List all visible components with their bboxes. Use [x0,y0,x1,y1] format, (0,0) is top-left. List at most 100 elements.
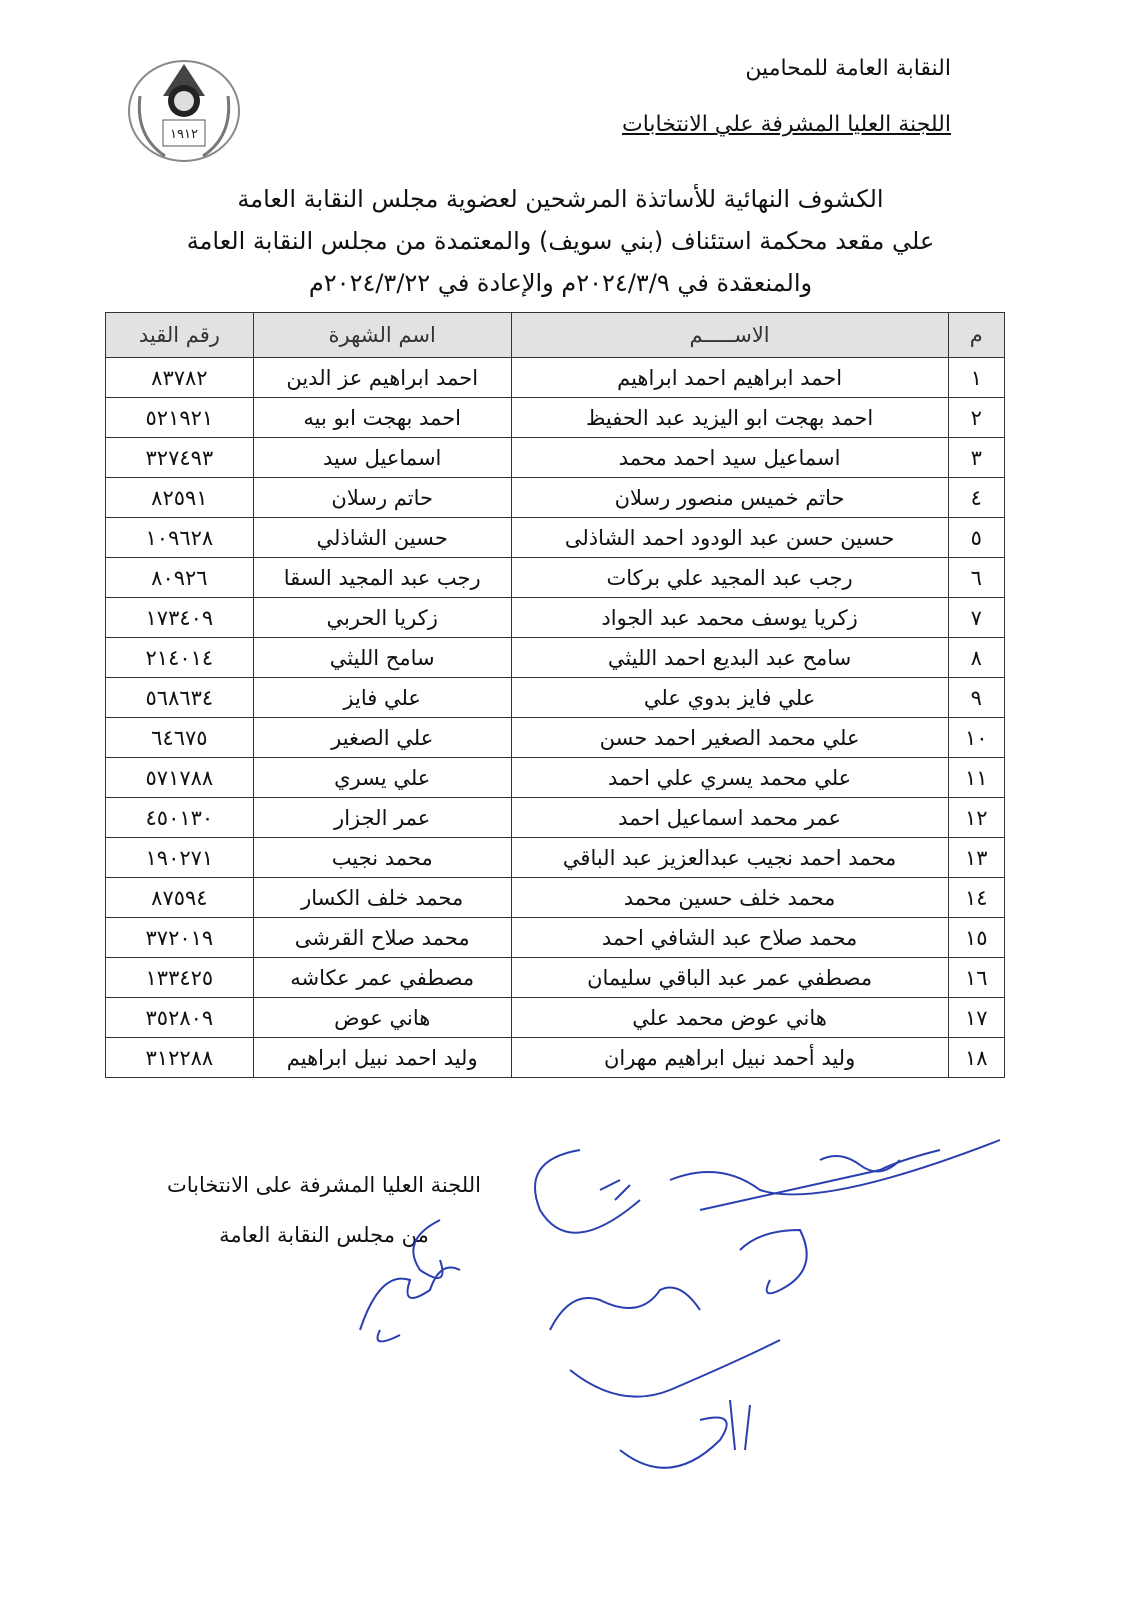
candidate-name: محمد احمد نجيب عبدالعزيز عبد الباقي [510,837,949,878]
registration-number: ١٩٠٢٧١ [105,837,254,878]
known-name: احمد بهجت ابو بيه [252,397,512,438]
registration-number: ٨٣٧٨٢ [105,357,254,398]
table-row: ٣ اسماعيل سيد احمد محمد اسماعيل سيد ٣٢٧٤٩٣ [105,437,1006,478]
known-name: محمد خلف الكسار [252,877,512,918]
table-row: ١٦ مصطفي عمر عبد الباقي سليمان مصطفي عمر ع… [105,957,1006,998]
table-row: ٥ حسين حسن عبد الودود احمد الشاذلى حسين ال… [105,517,1006,558]
footer-signature-block: اللجنة العليا المشرفة على الانتخابات من … [167,1160,481,1260]
known-name: اسماعيل سيد [252,437,512,478]
row-number: ٨ [947,637,1006,678]
known-name: محمد نجيب [252,837,512,878]
registration-number: ٣٢٧٤٩٣ [105,437,254,478]
registration-number: ٨٧٥٩٤ [105,877,254,918]
known-name: هاني عوض [252,997,512,1038]
registration-number: ١٣٣٤٢٥ [105,957,254,998]
table-row: ١٣ محمد احمد نجيب عبدالعزيز عبد الباقي محم… [105,837,1006,878]
known-name: علي يسري [252,757,512,798]
row-number: ١٦ [947,957,1006,998]
heading-line-3: والمنعقدة في ٢٠٢٤/٣/٩م والإعادة في ٢٠٢٤/… [308,269,813,297]
row-number: ١ [947,357,1006,398]
row-number: ١٤ [947,877,1006,918]
registration-number: ٥٦٨٦٣٤ [105,677,254,718]
heading-line-2: علي مقعد محكمة استئناف (بني سويف) والمعت… [186,227,935,255]
table-row: ١ احمد ابراهيم احمد ابراهيم احمد ابراهيم ع… [105,357,1006,398]
known-name: عمر الجزار [252,797,512,838]
candidate-name: عمر محمد اسماعيل احمد [510,797,949,838]
known-name: زكريا الحربي [252,597,512,638]
row-number: ١٥ [947,917,1006,958]
committee-name: اللجنة العليا المشرفة علي الانتخابات [622,112,951,137]
table-row: ١٥ محمد صلاح عبد الشافي احمد محمد صلاح الق… [105,917,1006,958]
table-row: ١٢ عمر محمد اسماعيل احمد عمر الجزار ٤٥٠١٣٠ [105,797,1006,838]
heading-line-1: الكشوف النهائية للأساتذة المرشحين لعضوية… [237,185,884,213]
row-number: ٤ [947,477,1006,518]
column-header-name: الاســـــم [510,312,949,358]
handwritten-signatures [359,1139,1001,1469]
registration-number: ٣٥٢٨٠٩ [105,997,254,1038]
registration-number: ٣١٢٢٨٨ [105,1037,254,1078]
row-number: ٥ [947,517,1006,558]
registration-number: ٥٢١٩٢١ [105,397,254,438]
table-row: ١٠ علي محمد الصغير احمد حسن علي الصغير ٦٤٦٧… [105,717,1006,758]
row-number: ١٧ [947,997,1006,1038]
registration-number: ١٧٣٤٠٩ [105,597,254,638]
candidate-name: رجب عبد المجيد علي بركات [510,557,949,598]
registration-number: ١٠٩٦٢٨ [105,517,254,558]
table-row: ٦ رجب عبد المجيد علي بركات رجب عبد المجيد … [105,557,1006,598]
row-number: ٦ [947,557,1006,598]
candidate-name: علي محمد يسري علي احمد [510,757,949,798]
candidates-table: م الاســـــم اسم الشهرة رقم القيد ١ احمد … [105,312,1006,1078]
known-name: رجب عبد المجيد السقا [252,557,512,598]
candidate-name: احمد بهجت ابو اليزيد عبد الحفيظ [510,397,949,438]
row-number: ١١ [947,757,1006,798]
syndicate-logo: ١٩١٢ [128,60,240,162]
table-row: ٩ علي فايز بدوي علي علي فايز ٥٦٨٦٣٤ [105,677,1006,718]
table-row: ٧ زكريا يوسف محمد عبد الجواد زكريا الحربي ١… [105,597,1006,638]
row-number: ٢ [947,397,1006,438]
column-header-number: م [947,312,1006,358]
registration-number: ٣٧٢٠١٩ [105,917,254,958]
known-name: حسين الشاذلي [252,517,512,558]
known-name: مصطفي عمر عكاشه [252,957,512,998]
row-number: ١٣ [947,837,1006,878]
candidate-name: اسماعيل سيد احمد محمد [510,437,949,478]
known-name: علي الصغير [252,717,512,758]
registration-number: ٨٠٩٢٦ [105,557,254,598]
table-row: ٢ احمد بهجت ابو اليزيد عبد الحفيظ احمد بهج… [105,397,1006,438]
registration-number: ٤٥٠١٣٠ [105,797,254,838]
known-name: محمد صلاح القرشى [252,917,512,958]
candidate-name: وليد أحمد نبيل ابراهيم مهران [510,1037,949,1078]
document-heading: الكشوف النهائية للأساتذة المرشحين لعضوية… [100,178,1021,304]
candidate-name: حاتم خميس منصور رسلان [510,477,949,518]
known-name: حاتم رسلان [252,477,512,518]
row-number: ٩ [947,677,1006,718]
column-header-registration: رقم القيد [105,312,254,358]
footer-line-1: اللجنة العليا المشرفة على الانتخابات [166,1173,481,1197]
svg-text:١٩١٢: ١٩١٢ [170,127,198,142]
known-name: احمد ابراهيم عز الدين [252,357,512,398]
row-number: ١٢ [947,797,1006,838]
candidate-name: هاني عوض محمد علي [510,997,949,1038]
candidate-name: مصطفي عمر عبد الباقي سليمان [510,957,949,998]
registration-number: ٥٧١٧٨٨ [105,757,254,798]
registration-number: ٢١٤٠١٤ [105,637,254,678]
candidate-name: علي محمد الصغير احمد حسن [510,717,949,758]
candidate-name: احمد ابراهيم احمد ابراهيم [510,357,949,398]
table-row: ٤ حاتم خميس منصور رسلان حاتم رسلان ٨٢٥٩١ [105,477,1006,518]
table-row: ١٧ هاني عوض محمد علي هاني عوض ٣٥٢٨٠٩ [105,997,1006,1038]
row-number: ١٠ [947,717,1006,758]
table-row: ١٤ محمد خلف حسين محمد محمد خلف الكسار ٨٧٥٩٤ [105,877,1006,918]
row-number: ١٨ [947,1037,1006,1078]
organization-name: النقابة العامة للمحامين [745,56,951,81]
row-number: ٣ [947,437,1006,478]
table-row: ١١ علي محمد يسري علي احمد علي يسري ٥٧١٧٨٨ [105,757,1006,798]
table-header-row: م الاســـــم اسم الشهرة رقم القيد [105,312,1006,358]
candidate-name: زكريا يوسف محمد عبد الجواد [510,597,949,638]
candidate-name: علي فايز بدوي علي [510,677,949,718]
known-name: علي فايز [252,677,512,718]
candidate-name: محمد خلف حسين محمد [510,877,949,918]
row-number: ٧ [947,597,1006,638]
candidate-name: حسين حسن عبد الودود احمد الشاذلى [510,517,949,558]
known-name: وليد احمد نبيل ابراهيم [252,1037,512,1078]
known-name: سامح الليثي [252,637,512,678]
